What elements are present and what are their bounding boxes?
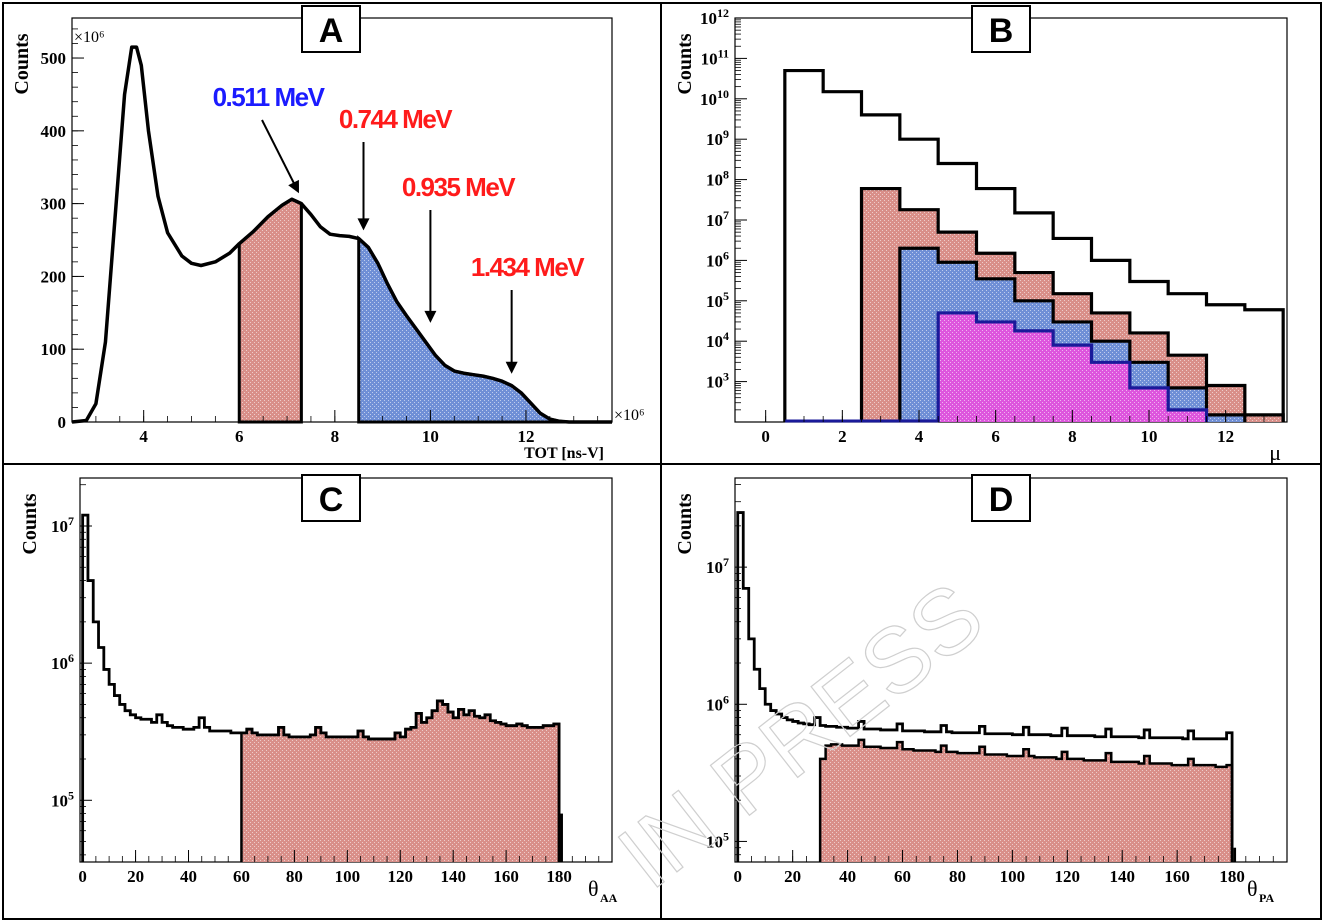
histogram-outline-b [783, 68, 1285, 422]
y-axis-label-c: Counts [19, 493, 41, 554]
x-tick-label-b: 8 [1068, 427, 1077, 446]
panel-label-d: D [989, 481, 1014, 519]
x-tick-label-a: 6 [235, 427, 244, 446]
x-tick-label-b: 2 [838, 427, 847, 446]
x-tick-label-d: 40 [839, 867, 856, 886]
x-tick-label-d: 100 [1000, 867, 1026, 886]
x-tick-label-c: 80 [286, 867, 303, 886]
annotation-label-1: 0.511 MeV [213, 82, 326, 112]
histogram-outline-c [81, 513, 561, 862]
x-tick-label-d: 60 [894, 867, 911, 886]
y-tick-label-b: 1012 [700, 6, 729, 28]
x-tick-label-c: 60 [233, 867, 250, 886]
y-tick-label-d: 105 [706, 829, 729, 851]
y-tick-label-a: 400 [41, 122, 67, 141]
y-tick-label-a: 0 [58, 413, 67, 432]
x-tick-label-c: 160 [493, 867, 519, 886]
y-tick-label-a: 100 [41, 340, 67, 359]
x-tick-label-d: 0 [733, 867, 742, 886]
x-axis-label-d: θ [1247, 876, 1258, 901]
panel-label-box-c [301, 474, 361, 522]
x-tick-label-d: 120 [1055, 867, 1081, 886]
panel-label-box-d [971, 474, 1031, 522]
x-tick-label-a: 4 [139, 427, 148, 446]
x-tick-label-b: 4 [915, 427, 924, 446]
plot-frame-a [71, 17, 613, 423]
annotation-arrowhead-4 [505, 361, 518, 374]
y-axis-label-a: Counts [11, 33, 33, 94]
histogram-fill-d [818, 738, 1234, 862]
x-axis-label-a: TOT [ns-V] [524, 445, 604, 462]
y-tick-label-b: 108 [706, 168, 729, 190]
x-tick-label-c: 40 [180, 867, 197, 886]
x-axis-label-b: μ [1269, 440, 1281, 465]
x-tick-label-b: 12 [1217, 427, 1234, 446]
x-tick-label-d: 80 [949, 867, 966, 886]
x-axis-label-c: θ [588, 876, 599, 901]
annotation-arrowhead-1 [288, 179, 299, 194]
y-tick-label-b: 1010 [700, 87, 729, 109]
x-tick-label-a: 8 [331, 427, 340, 446]
y-multiplier-a: ×10⁶ [74, 29, 105, 46]
spectrum-curve-a [71, 45, 612, 424]
annotation-label-2: 0.744 MeV [339, 104, 453, 134]
y-tick-label-c: 105 [51, 788, 74, 810]
y-tick-label-d: 107 [706, 555, 729, 577]
y-tick-label-b: 103 [706, 370, 729, 392]
fill-region-red-a [237, 197, 303, 424]
x-tick-label-c: 120 [388, 867, 414, 886]
x-tick-label-b: 0 [761, 427, 770, 446]
panel-label-box-b [971, 5, 1031, 53]
y-tick-label-a: 500 [41, 49, 67, 68]
annotation-label-3: 0.935 MeV [402, 172, 516, 202]
x-tick-label-c: 180 [546, 867, 572, 886]
panel-label-a: A [319, 12, 344, 50]
y-tick-label-b: 107 [706, 208, 729, 230]
y-tick-label-a: 200 [41, 267, 67, 286]
annotation-label-4: 1.434 MeV [471, 252, 585, 282]
y-tick-label-d: 106 [706, 692, 729, 714]
y-tick-label-c: 107 [51, 514, 74, 536]
annotation-arrowhead-2 [357, 218, 370, 231]
y-tick-label-a: 300 [41, 195, 67, 214]
x-multiplier-a: ×10⁶ [614, 407, 645, 424]
x-tick-label-d: 180 [1219, 867, 1245, 886]
y-tick-label-b: 105 [706, 289, 729, 311]
x-tick-label-b: 6 [991, 427, 1000, 446]
y-tick-label-b: 1011 [701, 46, 729, 68]
panel-label-b: B [989, 12, 1014, 50]
x-tick-label-c: 100 [335, 867, 361, 886]
annotation-arrow-1 [261, 119, 297, 187]
y-tick-label-c: 106 [51, 651, 74, 673]
x-tick-label-a: 12 [517, 427, 534, 446]
x-tick-label-c: 0 [78, 867, 87, 886]
histogram-outline-d [736, 511, 1234, 862]
x-tick-label-d: 20 [784, 867, 801, 886]
panel-label-c: C [319, 481, 344, 519]
y-axis-label-d: Counts [674, 493, 696, 554]
panel-label-box-a [301, 5, 361, 53]
x-axis-label-sub-c: AA [600, 891, 618, 905]
x-tick-label-d: 140 [1109, 867, 1135, 886]
x-tick-label-c: 20 [127, 867, 144, 886]
y-axis-label-b: Counts [674, 33, 696, 94]
x-axis-label-sub-d: PA [1259, 891, 1274, 905]
histogram-magenta-b [936, 311, 1209, 422]
x-tick-label-b: 10 [1141, 427, 1158, 446]
y-tick-label-b: 106 [706, 248, 729, 270]
y-tick-label-b: 109 [706, 127, 729, 149]
x-tick-label-a: 10 [422, 427, 439, 446]
annotation-arrowhead-3 [424, 310, 437, 323]
x-tick-label-d: 160 [1164, 867, 1190, 886]
y-tick-label-b: 104 [706, 329, 729, 351]
x-tick-label-c: 140 [440, 867, 466, 886]
